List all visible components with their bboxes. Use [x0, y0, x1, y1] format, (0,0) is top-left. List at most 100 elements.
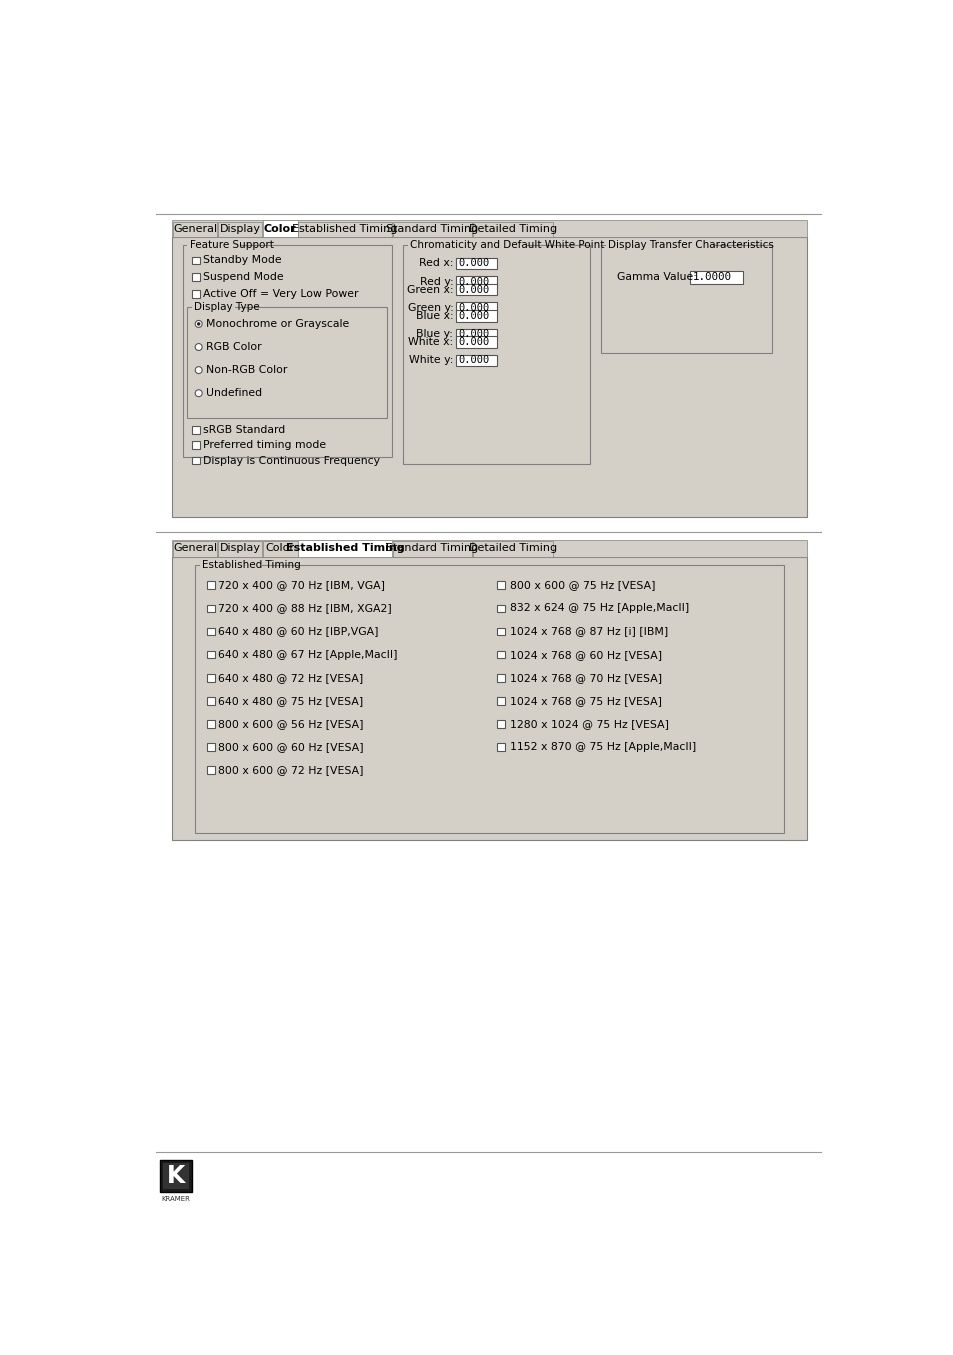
Text: General: General — [173, 543, 217, 553]
Text: Established Timing: Established Timing — [292, 224, 397, 234]
Text: Suspend Mode: Suspend Mode — [203, 272, 283, 282]
Text: Red y:: Red y: — [419, 276, 453, 287]
Bar — [192, 425, 199, 434]
Text: Gamma Value:: Gamma Value: — [617, 272, 696, 282]
Bar — [456, 285, 497, 295]
Text: KRAMER: KRAMER — [161, 1196, 190, 1202]
Bar — [195, 565, 783, 832]
Bar — [173, 542, 217, 557]
Bar — [262, 221, 297, 237]
Text: Standby Mode: Standby Mode — [203, 255, 281, 266]
Bar — [207, 767, 214, 774]
Text: Red x:: Red x: — [418, 259, 453, 268]
Bar — [172, 237, 806, 516]
Bar — [392, 222, 472, 237]
Bar — [172, 221, 806, 237]
Text: Established Timing: Established Timing — [286, 543, 404, 553]
Text: Green y:: Green y: — [407, 304, 453, 313]
Bar — [456, 310, 497, 321]
Text: 0.000: 0.000 — [458, 310, 490, 321]
Bar — [218, 222, 262, 237]
Bar — [600, 245, 771, 352]
Text: Feature Support: Feature Support — [190, 240, 274, 249]
Text: 1024 x 768 @ 70 Hz [VESA]: 1024 x 768 @ 70 Hz [VESA] — [509, 672, 661, 683]
Text: RGB Color: RGB Color — [206, 341, 261, 352]
Text: 1024 x 768 @ 60 Hz [VESA]: 1024 x 768 @ 60 Hz [VESA] — [509, 649, 661, 660]
Bar — [192, 457, 199, 465]
Bar — [497, 743, 505, 751]
Bar — [298, 222, 392, 237]
Bar — [172, 557, 806, 840]
Bar — [456, 355, 497, 366]
Bar — [690, 271, 742, 285]
Text: Display is Continuous Frequency: Display is Continuous Frequency — [203, 455, 379, 466]
Bar — [497, 720, 505, 728]
Circle shape — [195, 390, 202, 397]
Circle shape — [195, 367, 202, 374]
Text: 720 x 400 @ 88 Hz [IBM, XGA2]: 720 x 400 @ 88 Hz [IBM, XGA2] — [218, 603, 392, 614]
Text: 0.000: 0.000 — [458, 276, 490, 287]
Bar — [207, 696, 214, 705]
Text: Monochrome or Grayscale: Monochrome or Grayscale — [206, 318, 349, 329]
Bar — [207, 650, 214, 659]
Bar — [605, 241, 712, 249]
Text: 720 x 400 @ 70 Hz [IBM, VGA]: 720 x 400 @ 70 Hz [IBM, VGA] — [218, 580, 385, 591]
Text: White y:: White y: — [409, 355, 453, 366]
Text: Display: Display — [219, 543, 260, 553]
Text: 1280 x 1024 @ 75 Hz [VESA]: 1280 x 1024 @ 75 Hz [VESA] — [509, 720, 668, 729]
Bar — [298, 539, 392, 557]
Text: Color: Color — [264, 224, 296, 234]
Text: 832 x 624 @ 75 Hz [Apple,MacII]: 832 x 624 @ 75 Hz [Apple,MacII] — [509, 603, 688, 614]
Bar — [192, 302, 234, 310]
Text: 1024 x 768 @ 75 Hz [VESA]: 1024 x 768 @ 75 Hz [VESA] — [509, 696, 661, 706]
Bar — [207, 604, 214, 612]
Text: Display Type: Display Type — [194, 302, 260, 312]
Text: 0.000: 0.000 — [458, 259, 490, 268]
Text: 1.0000: 1.0000 — [692, 272, 731, 282]
Text: 640 x 480 @ 75 Hz [VESA]: 640 x 480 @ 75 Hz [VESA] — [218, 696, 363, 706]
Bar — [497, 581, 505, 589]
Text: Chromaticity and Default White Point: Chromaticity and Default White Point — [410, 240, 603, 249]
Bar — [192, 274, 199, 282]
Text: Detailed Timing: Detailed Timing — [469, 543, 557, 553]
Text: 800 x 600 @ 56 Hz [VESA]: 800 x 600 @ 56 Hz [VESA] — [218, 720, 363, 729]
Text: Standard Timing: Standard Timing — [386, 543, 478, 553]
Bar — [173, 222, 217, 237]
Bar — [162, 1163, 189, 1188]
Text: Green x:: Green x: — [406, 285, 453, 294]
Text: Active Off = Very Low Power: Active Off = Very Low Power — [203, 289, 358, 299]
Text: Undefined: Undefined — [206, 389, 262, 398]
Bar — [172, 539, 806, 557]
Circle shape — [195, 320, 202, 328]
Bar — [497, 673, 505, 682]
Text: Established Timing: Established Timing — [202, 560, 300, 569]
Bar — [497, 696, 505, 705]
Text: 640 x 480 @ 72 Hz [VESA]: 640 x 480 @ 72 Hz [VESA] — [218, 672, 363, 683]
Text: 800 x 600 @ 75 Hz [VESA]: 800 x 600 @ 75 Hz [VESA] — [509, 580, 655, 591]
Text: 0.000: 0.000 — [458, 355, 490, 366]
Text: Blue y:: Blue y: — [416, 329, 453, 339]
Text: 1152 x 870 @ 75 Hz [Apple,MacII]: 1152 x 870 @ 75 Hz [Apple,MacII] — [509, 743, 696, 752]
Text: Display: Display — [219, 224, 260, 234]
Text: 0.000: 0.000 — [458, 329, 490, 339]
Text: Color: Color — [266, 543, 294, 553]
Bar — [187, 241, 240, 249]
Bar — [456, 336, 497, 348]
Circle shape — [195, 344, 202, 351]
Text: 0.000: 0.000 — [458, 285, 490, 294]
Bar — [392, 542, 472, 557]
Text: sRGB Standard: sRGB Standard — [203, 424, 285, 435]
Bar — [402, 245, 590, 465]
Text: 800 x 600 @ 60 Hz [VESA]: 800 x 600 @ 60 Hz [VESA] — [218, 743, 364, 752]
Bar — [207, 581, 214, 589]
Text: Detailed Timing: Detailed Timing — [469, 224, 557, 234]
Circle shape — [196, 322, 200, 325]
Text: General: General — [173, 224, 217, 234]
Bar — [473, 222, 553, 237]
Text: K: K — [167, 1164, 185, 1188]
Text: 640 x 480 @ 60 Hz [IBP,VGA]: 640 x 480 @ 60 Hz [IBP,VGA] — [218, 626, 378, 637]
Bar — [407, 241, 527, 249]
Bar — [192, 442, 199, 449]
Bar — [456, 257, 497, 270]
Text: Standard Timing: Standard Timing — [386, 224, 478, 234]
